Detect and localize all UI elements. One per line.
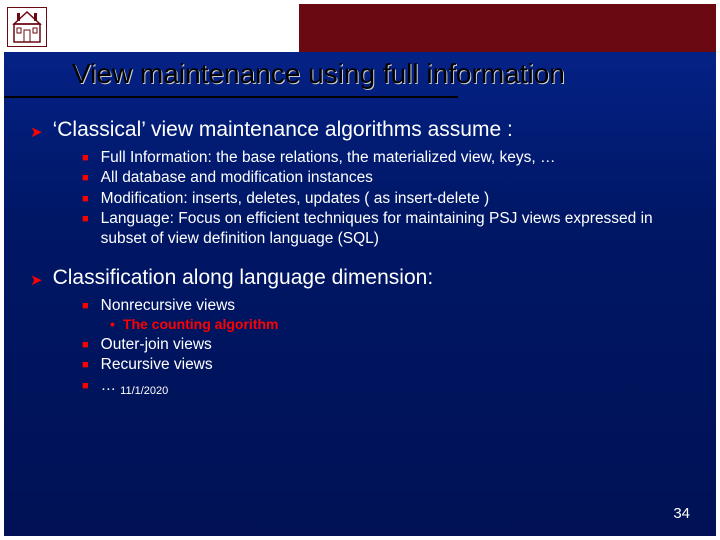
header-dark-band [299, 4, 716, 52]
item-text: Recursive views [101, 355, 213, 374]
square-bullet-icon: ■ [82, 380, 89, 394]
item-text: Modification: inserts, deletes, updates … [101, 189, 490, 208]
section2-heading: Classification along language dimension: [53, 266, 434, 290]
date-text: 11/1/2020 [120, 385, 168, 397]
arrow-bullet-icon: ➤ [30, 123, 43, 141]
bullet-level2: ■ All database and modification instance… [82, 168, 696, 187]
square-bullet-icon: ■ [82, 152, 89, 166]
item-text: All database and modification instances [101, 168, 373, 187]
slide-title: View maintenance using full information [72, 58, 696, 90]
square-bullet-icon: ■ [82, 172, 89, 186]
square-bullet-icon: ■ [82, 359, 89, 373]
page-number: 34 [673, 505, 690, 522]
bullet-level2: ■ Modification: inserts, deletes, update… [82, 189, 696, 208]
slide-content: ➤ ‘Classical’ view maintenance algorithm… [30, 118, 696, 400]
building-logo-icon [12, 10, 42, 44]
section1-heading: ‘Classical’ view maintenance algorithms … [53, 118, 513, 142]
item-text: Language: Focus on efficient techniques … [101, 209, 696, 248]
square-bullet-icon: ■ [82, 339, 89, 353]
bullet-level1: ➤ Classification along language dimensio… [30, 266, 696, 290]
arrow-bullet-icon: ➤ [30, 271, 43, 289]
item-text: Outer-join views [101, 335, 212, 354]
bullet-level2: ■ Language: Focus on efficient technique… [82, 209, 696, 248]
bullet-level2: ■ …11/1/2020 [82, 376, 696, 399]
bullet-level2: ■ Recursive views [82, 355, 696, 374]
ellipsis-text: … [101, 377, 117, 394]
square-bullet-icon: ■ [82, 213, 89, 227]
title-underline [4, 96, 458, 98]
dot-bullet-icon: • [110, 316, 115, 333]
square-bullet-icon: ■ [82, 300, 89, 314]
section1-items: ■ Full Information: the base relations, … [82, 148, 696, 248]
bullet-level1: ➤ ‘Classical’ view maintenance algorithm… [30, 118, 696, 142]
item-text: Full Information: the base relations, th… [101, 148, 556, 167]
bullet-level2: ■ Full Information: the base relations, … [82, 148, 696, 167]
logo-box [7, 7, 47, 47]
slide: View maintenance using full information … [4, 4, 716, 536]
bullet-level3: • The counting algorithm [110, 316, 696, 333]
subitem-text: The counting algorithm [123, 316, 279, 332]
bullet-level2: ■ Outer-join views [82, 335, 696, 354]
section2-items: ■ Nonrecursive views • The counting algo… [82, 296, 696, 399]
item-text: Nonrecursive views [101, 296, 235, 315]
bullet-level2: ■ Nonrecursive views [82, 296, 696, 315]
item-text: …11/1/2020 [101, 376, 169, 399]
square-bullet-icon: ■ [82, 193, 89, 207]
